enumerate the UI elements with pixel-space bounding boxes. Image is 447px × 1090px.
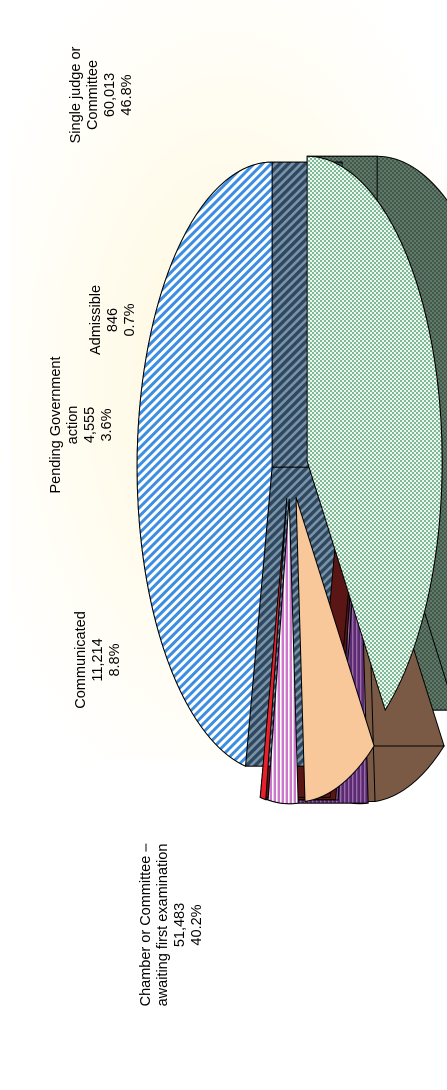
slice-label-line-1-1: 11,214 [90, 638, 106, 681]
slice-label-3: Admissible8460.7% [88, 285, 138, 355]
slice-label-line-3-0: Admissible [88, 285, 104, 355]
slice-label-line-4-2: 60,013 [102, 73, 118, 117]
slice-label-line-3-2: 0.7% [122, 303, 138, 336]
slice-label-line-4-1: Committee [85, 60, 101, 130]
slice-label-line-2-2: 4,555 [82, 407, 98, 443]
slice-label-line-1-0: Communicated [73, 611, 89, 709]
slice-label-line-0-3: 40.2% [189, 904, 205, 945]
slice-label-line-0-2: 51,483 [172, 903, 188, 947]
slice-labels: Chamber or Committee –awaiting first exa… [48, 46, 205, 1006]
slice-label-0: Chamber or Committee –awaiting first exa… [138, 843, 205, 1007]
pie-slices [136, 155, 447, 805]
slice-top-3 [259, 498, 288, 801]
slice-label-line-4-3: 46.8% [119, 74, 135, 115]
slice-label-line-2-0: Pending Government [48, 356, 64, 493]
slice-label-line-2-3: 3.6% [99, 408, 115, 441]
slice-top-4 [136, 161, 273, 767]
slice-top-0 [306, 155, 443, 712]
slice-top-1 [295, 496, 375, 803]
slice-label-2: Pending Governmentaction4,5553.6% [48, 356, 115, 493]
slice-label-line-0-1: awaiting first examination [155, 844, 171, 1007]
slice-label-line-4-0: Single judge or [68, 46, 84, 143]
slice-label-line-1-2: 8.8% [107, 643, 123, 676]
slice-label-1: Communicated11,2148.8% [73, 611, 123, 709]
slice-top-2 [267, 498, 299, 805]
slice-label-4: Single judge orCommittee60,01346.8% [68, 46, 135, 143]
slice-label-line-2-1: action [65, 406, 81, 445]
slice-label-line-3-1: 846 [105, 308, 121, 332]
slice-label-line-0-0: Chamber or Committee – [138, 843, 154, 1007]
